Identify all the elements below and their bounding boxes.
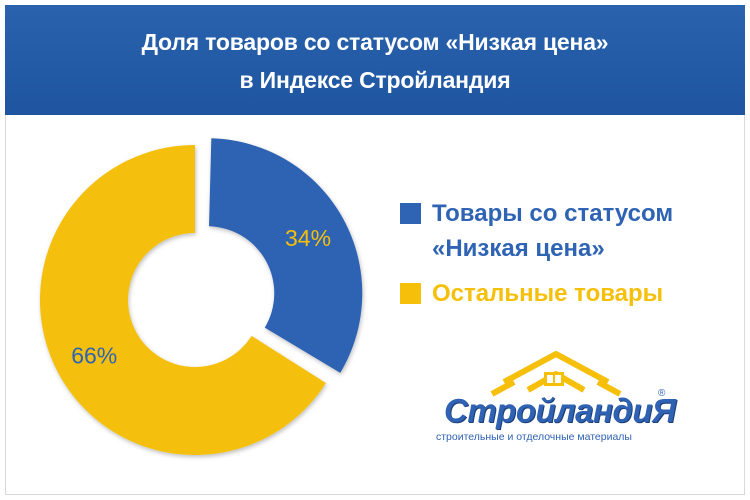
legend-item-low-price: Товары со статусом «Низкая цена» — [400, 196, 673, 266]
slice-label-low-price: 34% — [285, 225, 331, 251]
legend-swatch-other — [400, 283, 421, 304]
slice-label-other: 66% — [71, 342, 117, 368]
legend-item-other: Остальные товары — [400, 276, 673, 311]
chart-title-line-2: в Индексе Стройландия — [239, 67, 511, 93]
house-roof-icon — [490, 351, 622, 397]
chart-header: Доля товаров со статусом «Низкая цена» в… — [5, 5, 745, 115]
logo-registered-mark: ® — [658, 388, 666, 399]
slice-other — [39, 145, 326, 455]
slice-low-price — [209, 138, 363, 373]
legend-label-low-price-line-2: «Низкая цена» — [432, 235, 605, 262]
legend-label-other: Остальные товары — [432, 280, 664, 307]
logo-tagline: строительные и отделочные материалы — [436, 431, 632, 443]
logo-brand-text: СтройландиЯ — [444, 392, 676, 429]
chart-title-line-1: Доля товаров со статусом «Низкая цена» — [141, 29, 609, 55]
stroylandia-logo: СтройландиЯ ® строительные и отделочные … — [432, 348, 676, 448]
chart-legend: Товары со статусом «Низкая цена» Остальн… — [400, 196, 673, 311]
legend-label-low-price-line-1: Товары со статусом — [432, 200, 674, 227]
legend-swatch-low-price — [400, 203, 421, 224]
